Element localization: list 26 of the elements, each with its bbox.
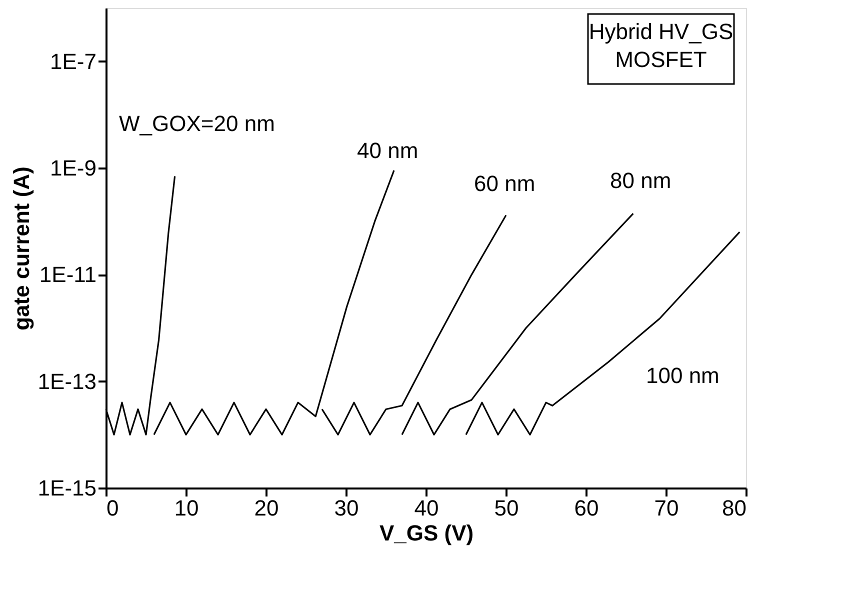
y-tick-label: 1E-15 — [38, 476, 96, 500]
annotation: Hybrid HV_GS MOSFET — [588, 19, 734, 72]
x-tick-label: 80 — [722, 496, 746, 520]
line-series — [153, 170, 395, 436]
annotation: 40 nm — [357, 138, 418, 163]
x-tick-label: 50 — [494, 496, 519, 520]
y-tick-label: 1E-11 — [39, 262, 96, 288]
annotation: 60 nm — [474, 171, 536, 196]
x-tick-label: 10 — [174, 496, 199, 520]
x-tick-label: 60 — [574, 496, 599, 520]
y-tick-label: 1E-7 — [50, 48, 96, 74]
y-tick-label: 1E-9 — [50, 156, 96, 180]
x-tick-label: 0 — [106, 496, 119, 520]
line-series — [321, 214, 507, 436]
x-tick-label: 30 — [334, 496, 359, 520]
line-series — [401, 212, 634, 436]
annotation: 80 nm — [610, 168, 672, 193]
x-tick-label: 40 — [414, 496, 439, 520]
x-tick-label: 20 — [254, 496, 279, 520]
line-series — [465, 231, 740, 436]
x-axis-title: V_GS (V) — [379, 520, 474, 546]
y-tick-label: 1E-13 — [38, 368, 96, 394]
annotation: W_GOX=20 nm — [119, 111, 275, 136]
x-tick-label: 70 — [654, 496, 679, 520]
y-axis-title: gate current (A) — [8, 166, 34, 330]
annotation: 100 nm — [646, 363, 720, 388]
